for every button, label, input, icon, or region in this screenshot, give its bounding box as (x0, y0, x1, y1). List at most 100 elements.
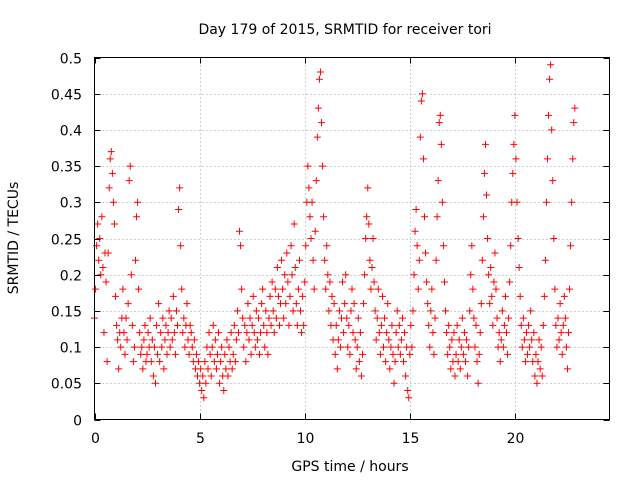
data-point (469, 285, 477, 293)
data-point (210, 358, 218, 366)
data-point (527, 307, 535, 315)
data-point (316, 68, 324, 76)
data-point (135, 285, 143, 293)
data-point (493, 314, 501, 322)
data-point (467, 271, 475, 279)
data-point (483, 191, 491, 199)
data-point (539, 321, 547, 329)
data-point (367, 285, 375, 293)
data-point (389, 350, 397, 358)
data-point (471, 343, 479, 351)
data-point (472, 321, 480, 329)
data-point (284, 278, 292, 286)
data-point (297, 307, 304, 315)
x-tick-label: 20 (507, 431, 525, 447)
data-point (112, 292, 120, 300)
data-point (537, 343, 545, 351)
y-tick-label: 0.3 (60, 196, 82, 212)
data-point (400, 358, 407, 366)
y-tick-label: 0.5 (60, 52, 82, 68)
data-point (279, 285, 287, 293)
data-point (422, 249, 430, 257)
data-point (333, 365, 341, 373)
data-point (549, 177, 557, 185)
data-point (122, 314, 130, 322)
data-point (455, 336, 463, 344)
data-point (445, 321, 453, 329)
data-point (129, 358, 137, 366)
data-point (294, 285, 302, 293)
data-point (139, 365, 147, 373)
data-point (464, 372, 472, 380)
data-point (94, 220, 102, 228)
data-point (308, 198, 316, 206)
data-point (443, 329, 451, 337)
data-point (257, 329, 265, 337)
data-point (305, 184, 313, 192)
data-point (108, 169, 116, 177)
data-point (146, 314, 154, 322)
data-point (150, 343, 158, 351)
data-point (382, 358, 390, 366)
data-point (244, 300, 252, 308)
data-point (571, 104, 579, 112)
data-point (384, 300, 392, 308)
data-point (227, 329, 235, 337)
data-point (541, 256, 549, 264)
data-point (361, 271, 369, 279)
data-point (355, 358, 363, 366)
data-point (103, 358, 111, 366)
data-point (137, 350, 145, 358)
data-point (566, 285, 574, 293)
data-point (125, 177, 133, 185)
data-point (160, 365, 168, 373)
data-point (373, 314, 381, 322)
data-point (500, 321, 508, 329)
data-point (453, 321, 461, 329)
data-point (362, 235, 370, 242)
data-point (489, 321, 497, 329)
data-point (248, 321, 256, 329)
data-point (401, 329, 409, 337)
data-point (319, 162, 327, 170)
data-point (313, 133, 321, 141)
data-point (509, 169, 517, 177)
data-point (126, 162, 134, 170)
data-point (551, 285, 559, 293)
y-tick-label: 0.45 (51, 88, 82, 104)
data-point (378, 292, 386, 300)
data-point (223, 336, 231, 344)
data-point (270, 329, 278, 337)
data-point (415, 256, 423, 264)
data-point (170, 329, 178, 337)
data-point (123, 336, 131, 344)
data-point (197, 365, 205, 373)
data-point (180, 314, 188, 322)
data-point (332, 321, 340, 329)
data-point (569, 155, 577, 163)
data-point (181, 343, 189, 351)
data-point (167, 314, 175, 322)
data-point (343, 314, 351, 322)
data-point (554, 314, 562, 322)
data-point (291, 263, 299, 271)
data-point (196, 379, 204, 387)
data-point (499, 343, 507, 351)
data-point (344, 343, 352, 351)
data-point (201, 358, 209, 366)
data-point (394, 343, 402, 351)
data-point (165, 307, 173, 315)
data-point (326, 278, 334, 286)
data-point (406, 350, 414, 358)
data-point (159, 314, 167, 322)
data-point (162, 321, 170, 329)
data-point (507, 242, 515, 250)
data-point (426, 343, 434, 351)
data-point (211, 336, 219, 344)
data-point (147, 358, 155, 366)
data-point (212, 365, 220, 373)
y-tick-label: 0.05 (51, 377, 82, 393)
data-point (154, 350, 162, 358)
data-point (280, 314, 288, 322)
data-point (318, 119, 326, 127)
